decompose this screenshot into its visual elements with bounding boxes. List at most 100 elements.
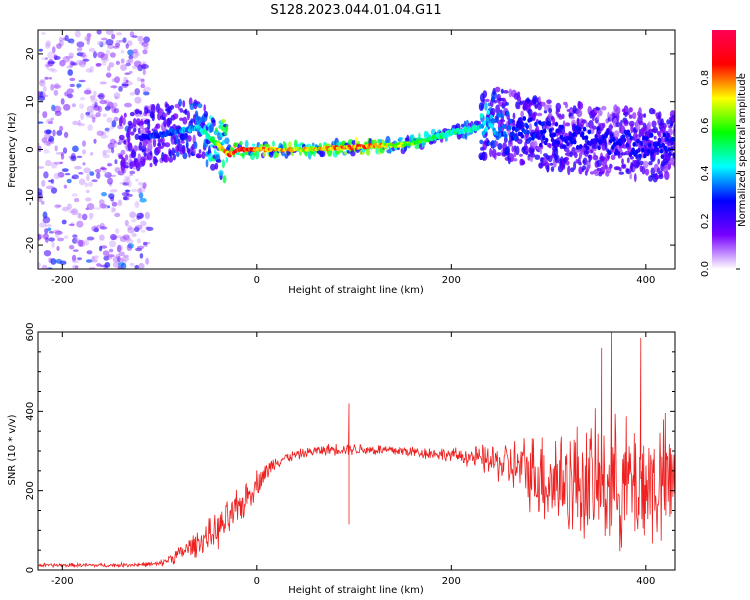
heatmap-cell [118,39,124,43]
heatmap-cell [65,55,74,59]
heatmap-cell [335,150,341,155]
heatmap-x-tick-label: 0 [254,275,260,286]
heatmap-y-tick-label: 0 [25,146,36,152]
heatmap-cell [139,253,144,259]
heatmap-cell [549,162,554,166]
heatmap-cell [135,178,139,182]
heatmap-cell [548,143,552,149]
heatmap-cell [653,135,657,140]
heatmap-cell [553,147,559,157]
heatmap-cell [149,150,153,156]
heatmap-ridge-cell [522,116,527,121]
heatmap-ridge-cell [612,141,617,147]
heatmap-cell [44,228,49,234]
heatmap-cell [125,177,130,185]
heatmap-cell [588,120,594,129]
heatmap-ridge-cell [570,139,574,145]
heatmap-cell [74,237,81,244]
heatmap-cell [98,199,105,205]
heatmap-cell [107,142,115,150]
heatmap-axes: -200 0 200 400 -20 -10 0 10 20 [25,30,675,286]
heatmap-cell [577,101,584,110]
heatmap-ridge-cell [638,153,642,159]
heatmap-cell [576,109,583,118]
heatmap-cell [79,96,86,101]
heatmap-cell [110,174,117,177]
colorbar-ticks: 0.0 0.2 0.4 0.6 0.8 [700,70,740,277]
heatmap-cell [60,153,65,160]
heatmap-cell [129,170,136,175]
heatmap-cell [162,113,168,118]
heatmap-cell [43,140,51,146]
heatmap-cell [127,58,134,64]
heatmap-cell [128,154,132,160]
heatmap-cell [117,199,123,207]
heatmap-cell [50,187,58,194]
heatmap-cell [176,151,180,158]
heatmap-cell [667,161,671,170]
heatmap-cell [512,158,518,162]
heatmap-ridge-cell [594,134,598,139]
heatmap-cell [62,103,71,111]
heatmap-cell [196,153,202,159]
heatmap-cell [117,170,125,176]
heatmap-cell [600,166,605,175]
heatmap-cell [57,171,65,178]
heatmap-cell [493,99,497,104]
heatmap-cell [101,204,109,210]
heatmap-cell [182,152,188,160]
heatmap-cell [139,120,145,126]
heatmap-cell [664,124,668,128]
heatmap-cell [43,250,52,257]
heatmap-cell [91,225,99,232]
heatmap-ridge-cell [568,136,572,142]
heatmap-cell [56,43,62,49]
heatmap-cell [136,238,141,244]
heatmap-cell [132,35,138,38]
heatmap-cell [72,234,78,238]
heatmap-cell [220,119,226,123]
snr-x-tick-label: -200 [51,576,74,587]
heatmap-cell [124,154,129,161]
heatmap-ridge-cell [500,113,504,119]
heatmap-cell [139,198,147,203]
heatmap-ridge-cell [525,124,529,130]
heatmap-ridge-cell [584,135,589,141]
heatmap-cell [85,111,91,116]
heatmap-cell [50,68,58,73]
heatmap-ridge-cell [482,120,487,126]
heatmap-ridge-cell [636,138,640,144]
heatmap-cell [634,173,637,183]
heatmap-cell [181,146,186,154]
heatmap-ridge-cell [575,145,580,150]
heatmap-cell [59,59,66,67]
heatmap-cell [147,120,151,130]
heatmap-cell [196,116,201,121]
heatmap-cell [86,37,91,45]
heatmap-cell [118,134,125,140]
heatmap-cell [84,36,91,41]
heatmap-cell [520,110,524,118]
heatmap-cell [107,205,111,209]
heatmap-cell [54,83,60,89]
heatmap-ridge-cell [514,127,519,133]
heatmap-cell [50,178,55,184]
heatmap-cell [101,192,107,197]
heatmap-cell [533,96,537,104]
heatmap-cell [197,103,203,109]
heatmap-cell [534,103,538,108]
heatmap-cell [59,161,64,164]
heatmap-cell [111,142,118,148]
heatmap-ridge-cell [581,135,586,141]
heatmap-cell [113,108,120,114]
heatmap-ridge-cell [537,135,541,141]
heatmap-cell [494,140,499,147]
snr-background [38,332,675,570]
heatmap-cell [517,138,523,145]
heatmap-cell [127,180,132,188]
heatmap-cell [58,36,63,42]
heatmap-cell [119,236,128,243]
heatmap-cell [85,87,92,94]
heatmap-cell [41,57,48,61]
heatmap-cell [90,98,98,103]
